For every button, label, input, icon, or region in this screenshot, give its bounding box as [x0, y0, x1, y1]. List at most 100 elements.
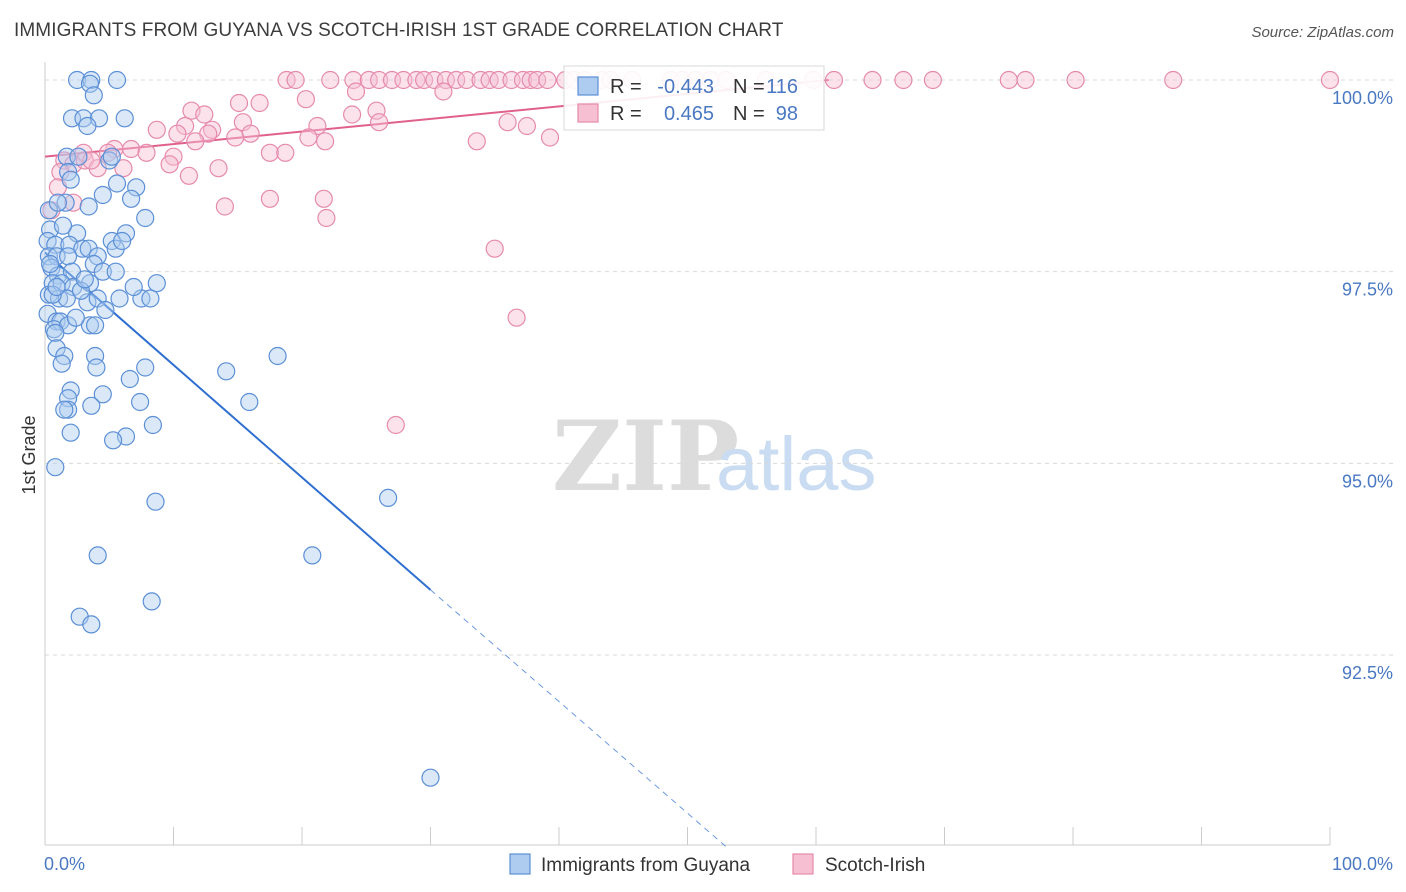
point-guyana-77	[240, 392, 259, 412]
point-guyana-69	[136, 358, 155, 377]
point-guyana-78	[58, 400, 78, 419]
point-guyana-105	[75, 270, 94, 289]
point-guyana-85	[46, 458, 65, 477]
point-guyana-80	[55, 400, 74, 419]
point-scotch-irish-49	[367, 101, 386, 120]
point-scotch-irish-83	[160, 155, 179, 174]
point-scotch-irish-47	[229, 93, 249, 113]
point-scotch-irish-16	[489, 70, 508, 90]
stats-r-label-0: R =	[610, 76, 642, 98]
point-guyana-82	[61, 423, 80, 442]
point-scotch-irish-74	[137, 143, 156, 162]
point-guyana-3	[80, 74, 100, 93]
y-tick-label-3: 100.0%	[1332, 88, 1393, 108]
point-scotch-irish-35	[824, 70, 844, 90]
point-guyana-81	[143, 415, 162, 435]
point-scotch-irish-89	[260, 189, 279, 208]
point-scotch-irish-86	[276, 143, 295, 162]
point-scotch-irish-21	[538, 70, 557, 90]
point-guyana-8	[115, 109, 134, 128]
point-scotch-irish-4	[359, 70, 378, 90]
point-scotch-irish-92	[485, 239, 504, 258]
point-guyana-67	[52, 354, 71, 373]
stats-n-label-1: N =	[733, 103, 765, 125]
point-scotch-irish-8	[407, 70, 426, 90]
point-guyana-102	[48, 193, 68, 212]
point-guyana-75	[93, 385, 112, 404]
stats-n-label-0: N =	[733, 76, 765, 98]
x-tick-label-1: 100.0%	[1332, 854, 1393, 874]
point-guyana-19	[56, 193, 75, 212]
point-scotch-irish-81	[51, 162, 70, 182]
point-guyana-9	[78, 116, 97, 136]
y-tick-label-1: 95.0%	[1342, 471, 1393, 491]
point-scotch-irish-44	[346, 82, 366, 101]
point-scotch-irish-67	[316, 132, 335, 151]
point-guyana-71	[268, 346, 287, 366]
point-guyana-97	[66, 308, 85, 327]
legend-label-guyana: Immigrants from Guyana	[541, 855, 750, 876]
point-scotch-irish-93	[507, 308, 526, 327]
point-guyana-66	[85, 346, 105, 366]
point-scotch-irish-90	[314, 189, 333, 208]
point-guyana-93	[421, 768, 440, 787]
point-scotch-irish-57	[498, 113, 517, 132]
stats-box: R = -0.443 N = 116 R = 0.465 N = 98	[563, 65, 825, 131]
point-scotch-irish-39	[999, 70, 1018, 90]
point-scotch-irish-42	[1164, 70, 1183, 90]
stats-swatch-1	[577, 103, 599, 123]
tick-labels: 92.5% 95.0% 97.5% 100.0% 0.0% 100.0% 1st Grade	[19, 88, 1393, 874]
point-scotch-irish-71	[122, 139, 141, 159]
point-scotch-irish-2	[321, 70, 340, 90]
point-scotch-irish-11	[436, 70, 455, 90]
point-guyana-53	[110, 289, 129, 308]
point-scotch-irish-41	[1066, 70, 1085, 90]
point-scotch-irish-65	[226, 128, 245, 147]
point-scotch-irish-56	[370, 113, 389, 132]
stats-n-value-0: 116	[766, 76, 798, 98]
point-guyana-16	[127, 178, 146, 197]
point-scotch-irish-63	[241, 124, 260, 143]
legend-label-scotch-irish: Scotch-Irish	[825, 855, 925, 876]
stats-r-value-1: 0.465	[664, 103, 714, 125]
point-guyana-47	[147, 274, 166, 293]
axes	[44, 62, 1331, 846]
point-guyana-92	[82, 615, 101, 634]
point-scotch-irish-88	[215, 197, 234, 216]
point-guyana-15	[107, 174, 127, 193]
point-scotch-irish-9	[415, 70, 434, 90]
stats-swatch-0	[577, 76, 599, 96]
point-guyana-61	[80, 316, 100, 335]
stats-box-frame	[563, 65, 825, 131]
point-guyana-68	[87, 358, 106, 377]
stats-r-label-1: R =	[610, 103, 642, 125]
point-guyana-14	[61, 170, 80, 189]
point-guyana-86	[146, 492, 165, 511]
grid-lines	[45, 79, 1395, 656]
legend-swatch-scotch-irish	[792, 853, 814, 875]
point-guyana-22	[136, 208, 155, 228]
trendline-guyana	[44, 251, 432, 591]
trendline-guyana-extension	[430, 589, 727, 848]
point-scotch-irish-68	[467, 132, 486, 151]
point-guyana-62	[85, 316, 105, 335]
point-guyana-94	[102, 147, 121, 166]
y-tick-label-2: 97.5%	[1342, 280, 1393, 300]
point-guyana-48	[39, 285, 59, 304]
point-scotch-irish-58	[517, 116, 537, 136]
point-scotch-irish-38	[923, 70, 943, 90]
point-guyana-101	[71, 281, 91, 300]
point-scotch-irish-80	[209, 159, 228, 178]
point-guyana-72	[120, 369, 139, 389]
point-scotch-irish-54	[176, 116, 195, 136]
point-guyana-63	[46, 323, 65, 343]
watermark-atlas: atlas	[716, 422, 877, 507]
point-scotch-irish-85	[260, 143, 279, 162]
point-scotch-irish-43	[1320, 70, 1340, 90]
point-scotch-irish-84	[179, 166, 198, 185]
point-guyana-70	[217, 362, 236, 381]
point-scotch-irish-61	[168, 124, 187, 143]
point-scotch-irish-52	[343, 105, 362, 124]
point-scotch-irish-3	[344, 70, 363, 90]
